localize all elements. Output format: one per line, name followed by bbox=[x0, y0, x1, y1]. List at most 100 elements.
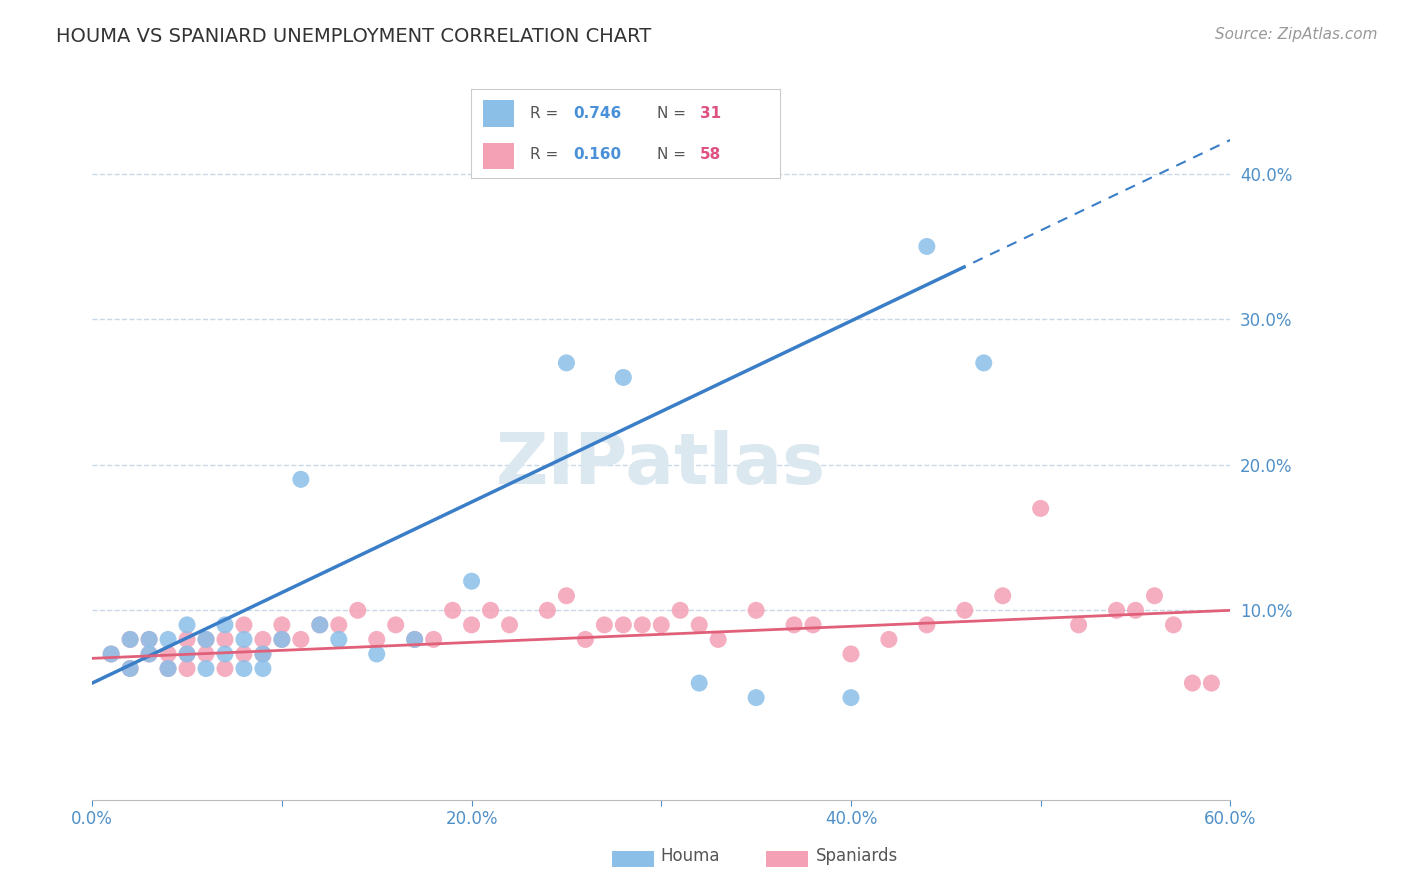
Point bbox=[252, 647, 274, 661]
Point bbox=[783, 618, 806, 632]
Point bbox=[120, 632, 142, 647]
Point bbox=[138, 632, 160, 647]
Text: Source: ZipAtlas.com: Source: ZipAtlas.com bbox=[1215, 27, 1378, 42]
Bar bbox=[484, 143, 515, 169]
Point bbox=[252, 661, 274, 675]
Point bbox=[1067, 618, 1090, 632]
Point bbox=[536, 603, 558, 617]
Point bbox=[1201, 676, 1223, 690]
Point bbox=[270, 632, 292, 647]
Point bbox=[138, 632, 160, 647]
Point bbox=[688, 676, 710, 690]
Point bbox=[195, 632, 218, 647]
Text: ZIPatlas: ZIPatlas bbox=[496, 430, 827, 499]
Point bbox=[839, 647, 862, 661]
Point bbox=[270, 632, 292, 647]
Point bbox=[157, 661, 180, 675]
Point bbox=[290, 632, 312, 647]
Point bbox=[991, 589, 1014, 603]
Text: HOUMA VS SPANIARD UNEMPLOYMENT CORRELATION CHART: HOUMA VS SPANIARD UNEMPLOYMENT CORRELATI… bbox=[56, 27, 651, 45]
Point bbox=[138, 647, 160, 661]
Point bbox=[801, 618, 824, 632]
Point bbox=[176, 661, 198, 675]
Point bbox=[308, 618, 330, 632]
Text: 0.160: 0.160 bbox=[574, 147, 621, 161]
Point bbox=[366, 647, 388, 661]
Point bbox=[688, 618, 710, 632]
Point bbox=[214, 632, 236, 647]
Point bbox=[422, 632, 444, 647]
Point bbox=[232, 647, 254, 661]
Point bbox=[290, 472, 312, 486]
Point bbox=[631, 618, 654, 632]
Text: N =: N = bbox=[657, 106, 690, 120]
Point bbox=[138, 647, 160, 661]
Point bbox=[157, 661, 180, 675]
Point bbox=[707, 632, 730, 647]
Point bbox=[252, 647, 274, 661]
Point bbox=[157, 647, 180, 661]
Point bbox=[479, 603, 502, 617]
Point bbox=[555, 589, 578, 603]
Point bbox=[460, 574, 482, 589]
Point bbox=[460, 618, 482, 632]
Text: 31: 31 bbox=[700, 106, 721, 120]
Point bbox=[498, 618, 520, 632]
Point bbox=[270, 618, 292, 632]
Point bbox=[176, 618, 198, 632]
Point bbox=[384, 618, 406, 632]
Text: R =: R = bbox=[530, 106, 562, 120]
Point bbox=[745, 603, 768, 617]
Point bbox=[404, 632, 426, 647]
Point bbox=[555, 356, 578, 370]
Point bbox=[328, 632, 350, 647]
Point bbox=[574, 632, 596, 647]
Point bbox=[1143, 589, 1166, 603]
Point bbox=[612, 618, 634, 632]
Text: N =: N = bbox=[657, 147, 690, 161]
Point bbox=[612, 370, 634, 384]
Point bbox=[915, 239, 938, 253]
Point bbox=[176, 647, 198, 661]
Point bbox=[232, 632, 254, 647]
Point bbox=[232, 661, 254, 675]
Point bbox=[973, 356, 995, 370]
Point bbox=[346, 603, 368, 617]
Point bbox=[176, 632, 198, 647]
Text: 0.746: 0.746 bbox=[574, 106, 621, 120]
Point bbox=[157, 632, 180, 647]
Text: 58: 58 bbox=[700, 147, 721, 161]
Text: Houma: Houma bbox=[661, 847, 720, 865]
Point bbox=[953, 603, 976, 617]
Point bbox=[120, 632, 142, 647]
Point bbox=[232, 618, 254, 632]
Point bbox=[1105, 603, 1128, 617]
Text: R =: R = bbox=[530, 147, 562, 161]
Point bbox=[120, 661, 142, 675]
Point bbox=[252, 632, 274, 647]
Text: Spaniards: Spaniards bbox=[815, 847, 897, 865]
Point bbox=[441, 603, 464, 617]
Bar bbox=[484, 100, 515, 127]
Point bbox=[669, 603, 692, 617]
Point bbox=[404, 632, 426, 647]
Point bbox=[839, 690, 862, 705]
Point bbox=[214, 618, 236, 632]
Point bbox=[214, 661, 236, 675]
Point bbox=[100, 647, 122, 661]
Point bbox=[1125, 603, 1147, 617]
Point bbox=[877, 632, 900, 647]
Point bbox=[1181, 676, 1204, 690]
Point bbox=[195, 632, 218, 647]
Point bbox=[650, 618, 672, 632]
Point bbox=[1163, 618, 1185, 632]
Point bbox=[100, 647, 122, 661]
Point bbox=[120, 661, 142, 675]
Point bbox=[915, 618, 938, 632]
Point bbox=[308, 618, 330, 632]
Point bbox=[745, 690, 768, 705]
Point bbox=[1029, 501, 1052, 516]
Point bbox=[214, 647, 236, 661]
Point bbox=[328, 618, 350, 632]
Point bbox=[176, 647, 198, 661]
